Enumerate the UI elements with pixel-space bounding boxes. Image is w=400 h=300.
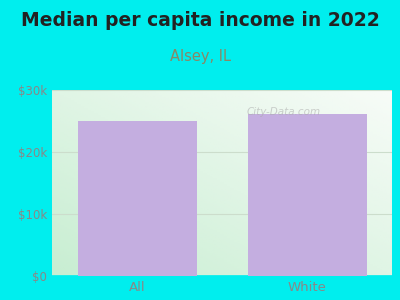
Text: City-Data.com: City-Data.com [246,107,320,117]
Text: Alsey, IL: Alsey, IL [170,50,230,64]
Text: Median per capita income in 2022: Median per capita income in 2022 [21,11,379,31]
Bar [78,121,196,276]
Bar [248,114,366,276]
